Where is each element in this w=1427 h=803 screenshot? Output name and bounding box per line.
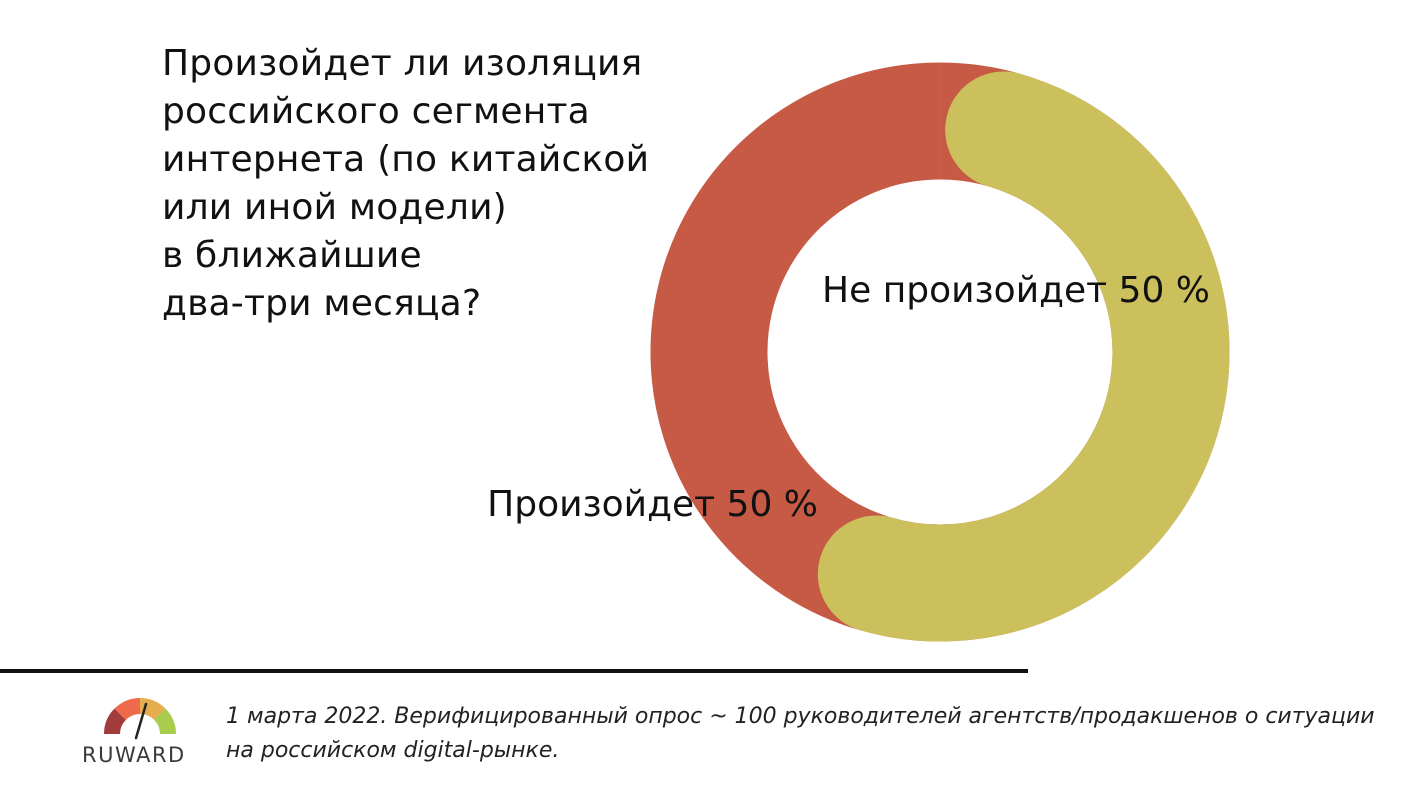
chart-question-title: Произойдет ли изоляция российского сегме… <box>162 43 650 324</box>
gauge-segment <box>104 708 126 734</box>
donut-slice-1 <box>817 71 1229 642</box>
slice-label-2: Произойдет 50 % <box>487 484 818 525</box>
slice-value-label: 50 % <box>1107 270 1210 311</box>
donut-labels: Не произойдет 50 %Произойдет 50 % <box>487 270 1210 525</box>
gauge-segment <box>154 708 176 734</box>
ruward-logo-text: RUWARD <box>82 743 186 767</box>
gauge-segment <box>114 698 140 720</box>
divider-line <box>0 669 1028 673</box>
donut-slices <box>650 62 1230 642</box>
donut-chart: Не произойдет 50 %Произойдет 50 % <box>487 62 1230 642</box>
slice-value-label: 50 % <box>715 484 818 525</box>
slice-category-label: Не произойдет <box>822 270 1107 311</box>
slice-label-1: Не произойдет 50 % <box>822 270 1210 311</box>
gauge-needle <box>134 702 148 740</box>
ruward-logo-gauge-icon <box>104 698 176 740</box>
slice-category-label: Произойдет <box>487 484 715 525</box>
survey-footnote: 1 марта 2022. Верифицированный опрос ~ 1… <box>226 704 1375 763</box>
